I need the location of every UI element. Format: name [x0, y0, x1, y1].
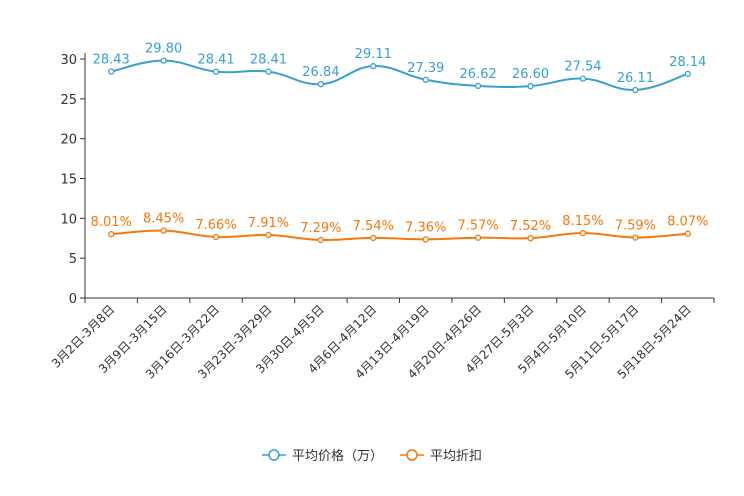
data-label: 7.52% [510, 219, 551, 234]
data-label: 7.54% [353, 219, 394, 234]
data-label: 7.29% [300, 221, 341, 236]
data-point [108, 68, 115, 75]
y-tick-label: 5 [69, 252, 77, 267]
data-point [108, 231, 115, 238]
data-point [317, 81, 325, 88]
data-label: 26.60 [512, 67, 549, 82]
data-point [370, 234, 377, 242]
data-point [317, 236, 325, 244]
y-axis-labels: 0 5 10 15 20 25 30 [60, 53, 77, 307]
data-point [160, 227, 167, 234]
series-line-1 [110, 59, 689, 91]
data-label: 28.14 [669, 55, 706, 70]
legend-label: 平均折扣 [430, 449, 482, 464]
data-label: 29.80 [145, 42, 182, 57]
y-tick-label: 30 [60, 53, 77, 68]
y-tick-label: 20 [60, 133, 77, 148]
data-point [265, 68, 272, 75]
data-point [527, 234, 534, 242]
legend: 平均价格（万） 平均折扣 [262, 448, 482, 464]
series-line-2 [111, 229, 688, 242]
data-label: 26.11 [617, 71, 654, 86]
data-point [160, 57, 167, 64]
data-point [370, 62, 377, 70]
legend-label: 平均价格（万） [292, 448, 383, 464]
data-point [212, 68, 220, 75]
data-label: 8.01% [91, 215, 132, 230]
data-point [684, 70, 691, 77]
data-point [422, 236, 429, 243]
data-point [527, 82, 534, 90]
y-tick-label: 25 [60, 93, 77, 108]
data-labels: 28.43 29.80 28.41 28.41 26.84 29.11 27.39 26.62… [91, 42, 709, 236]
data-label: 27.54 [564, 60, 601, 75]
data-point [422, 76, 429, 83]
y-tick-label: 0 [69, 292, 77, 307]
y-tick-label: 15 [60, 173, 77, 188]
data-label: 7.91% [248, 216, 289, 231]
axes [80, 53, 715, 303]
data-label: 29.11 [355, 47, 392, 62]
x-axis-labels: 3月2日-3月8日3月9日-3月15日3月16日-3月22日3月23日-3月29… [49, 302, 694, 381]
data-label: 8.07% [667, 215, 708, 230]
data-point [579, 229, 587, 237]
data-label: 27.39 [407, 61, 444, 76]
data-point [474, 234, 482, 241]
legend-marker-icon [406, 449, 418, 461]
data-point [579, 75, 587, 82]
data-point [265, 231, 272, 239]
series-lines [110, 59, 689, 242]
y-tick-label: 10 [60, 212, 77, 227]
data-label: 28.43 [93, 53, 130, 68]
data-label: 7.57% [457, 219, 498, 234]
data-label: 7.66% [195, 218, 236, 233]
data-label: 8.15% [562, 214, 603, 229]
data-point [212, 233, 220, 241]
data-label: 26.84 [302, 65, 339, 80]
data-label: 8.45% [143, 212, 184, 227]
data-label: 28.41 [250, 53, 287, 68]
data-point [632, 86, 639, 94]
legend-marker-icon [268, 449, 280, 461]
data-label: 26.62 [460, 67, 497, 82]
data-point [632, 234, 639, 241]
data-label: 7.36% [405, 220, 446, 235]
data-points [108, 57, 691, 244]
data-point [684, 230, 691, 237]
data-point [474, 82, 482, 90]
data-label: 7.59% [615, 219, 656, 234]
data-label: 28.41 [197, 53, 234, 68]
